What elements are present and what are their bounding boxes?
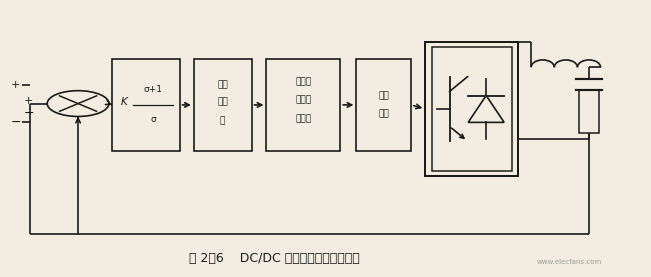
Bar xyxy=(112,59,180,151)
Text: −: − xyxy=(10,116,21,129)
Text: 調制: 調制 xyxy=(217,98,228,107)
Text: 電路: 電路 xyxy=(378,110,389,119)
Text: σ+1: σ+1 xyxy=(144,85,163,94)
Text: 图 2＇6    DC/DC 电源模块电路原理框图: 图 2＇6 DC/DC 电源模块电路原理框图 xyxy=(189,252,359,265)
Bar xyxy=(579,90,599,133)
Text: 驅動: 驅動 xyxy=(378,91,389,100)
Bar xyxy=(266,59,340,151)
Text: 時電路: 時電路 xyxy=(296,114,311,123)
Text: −: − xyxy=(23,107,34,120)
Text: 脈寬: 脈寬 xyxy=(217,80,228,89)
Text: 器: 器 xyxy=(220,117,225,125)
Text: 逻辑切: 逻辑切 xyxy=(296,78,311,87)
Bar xyxy=(432,47,512,171)
Text: www.elecfans.com: www.elecfans.com xyxy=(537,259,602,265)
Text: σ: σ xyxy=(150,115,156,124)
Bar xyxy=(194,59,251,151)
Text: +: + xyxy=(24,96,33,106)
Text: 換与延: 換与延 xyxy=(296,95,311,104)
Bar xyxy=(356,59,411,151)
Text: +: + xyxy=(11,80,20,90)
Text: K: K xyxy=(120,97,127,107)
Bar xyxy=(425,42,518,176)
